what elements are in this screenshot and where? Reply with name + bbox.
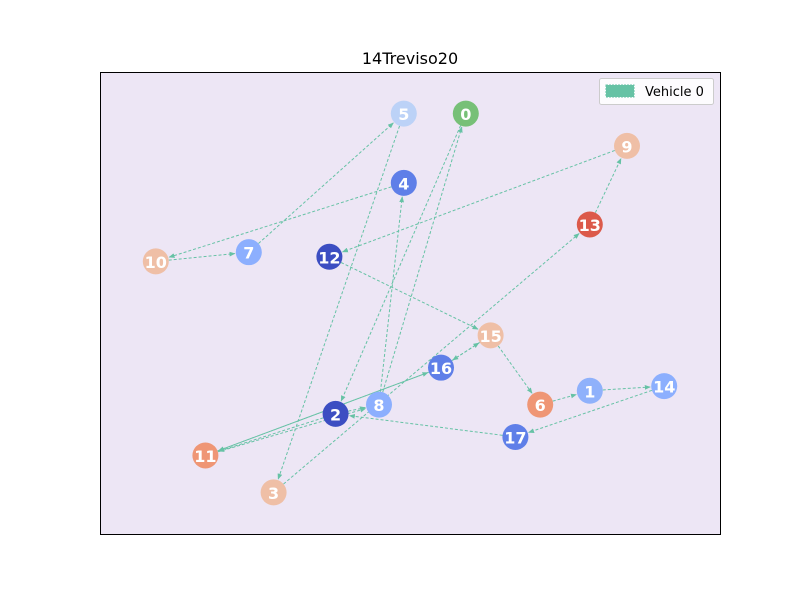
node-10: 10 [142,248,169,275]
node-marker-14 [651,373,678,400]
node-marker-1 [576,377,603,404]
route-edge-11-to-8 [217,407,367,453]
node-label-13: 13 [579,216,601,235]
node-marker-2 [322,400,349,427]
route-edge-2-to-11 [218,417,324,452]
node-label-17: 17 [504,428,526,447]
route-edge-15-to-16 [452,342,480,361]
node-marker-4 [390,169,417,196]
node-label-3: 3 [268,484,279,503]
node-9: 9 [614,132,640,159]
node-15: 15 [477,322,504,349]
node-12: 12 [316,243,343,270]
node-label-11: 11 [194,447,216,466]
route-edge-4-to-10 [168,186,392,258]
node-3: 3 [260,479,287,506]
route-edge-2-to-8 [348,406,366,412]
route-edge-5-to-3 [277,125,401,480]
node-label-10: 10 [145,253,167,272]
route-edges [168,122,653,485]
node-marker-13 [576,211,603,238]
route-edge-10-to-7 [168,251,236,261]
node-marker-5 [390,100,417,127]
legend: Vehicle 0 [599,78,714,105]
node-label-8: 8 [373,396,384,415]
node-label-12: 12 [318,248,340,267]
node-label-5: 5 [398,105,409,124]
legend-swatch-vehicle-0 [605,84,635,98]
node-marker-17 [502,423,529,450]
route-edge-0-to-2 [340,125,462,402]
node-2: 2 [322,400,349,427]
node-marker-11 [192,442,219,469]
node-marker-3 [260,479,287,506]
node-8: 8 [366,391,392,418]
node-marker-6 [527,391,554,418]
node-5: 5 [390,100,417,127]
node-marker-8 [366,391,392,418]
node-label-1: 1 [584,382,595,401]
node-marker-15 [477,322,504,349]
node-label-14: 14 [653,378,675,397]
node-marker-9 [614,132,640,159]
node-0: 0 [452,100,479,127]
route-edge-9-to-12 [341,149,615,253]
route-edge-3-to-13 [283,233,580,485]
node-13: 13 [576,211,603,238]
node-marker-10 [142,248,169,275]
node-6: 6 [527,391,554,418]
route-edge-6-to-1 [552,393,577,402]
node-16: 16 [428,354,454,381]
route-edge-17-to-2 [348,413,503,436]
node-17: 17 [502,423,529,450]
route-edge-1-to-14 [602,384,651,391]
node-14: 14 [651,373,678,400]
node-1: 1 [576,377,603,404]
node-marker-0 [452,100,479,127]
node-label-0: 0 [460,105,471,124]
node-4: 4 [390,169,417,196]
node-marker-7 [235,239,262,266]
node-label-7: 7 [243,244,254,263]
node-label-16: 16 [430,359,452,378]
route-edge-7-to-5 [258,122,394,244]
route-edge-8-to-4 [379,196,405,392]
node-label-4: 4 [398,174,409,193]
node-7: 7 [235,239,262,266]
route-edge-8-to-0 [382,126,463,393]
node-marker-16 [428,354,454,381]
node-label-15: 15 [479,327,501,346]
route-edge-12-to-15 [340,262,479,330]
node-label-6: 6 [535,396,546,415]
node-label-2: 2 [330,405,341,424]
legend-label-vehicle-0: Vehicle 0 [645,85,704,100]
chart-title: 14Treviso20 [362,49,458,68]
route-edge-14-to-17 [528,389,653,433]
node-marker-12 [316,243,343,270]
node-label-9: 9 [621,137,632,156]
node-11: 11 [192,442,219,469]
route-edge-11-to-16 [217,372,429,452]
